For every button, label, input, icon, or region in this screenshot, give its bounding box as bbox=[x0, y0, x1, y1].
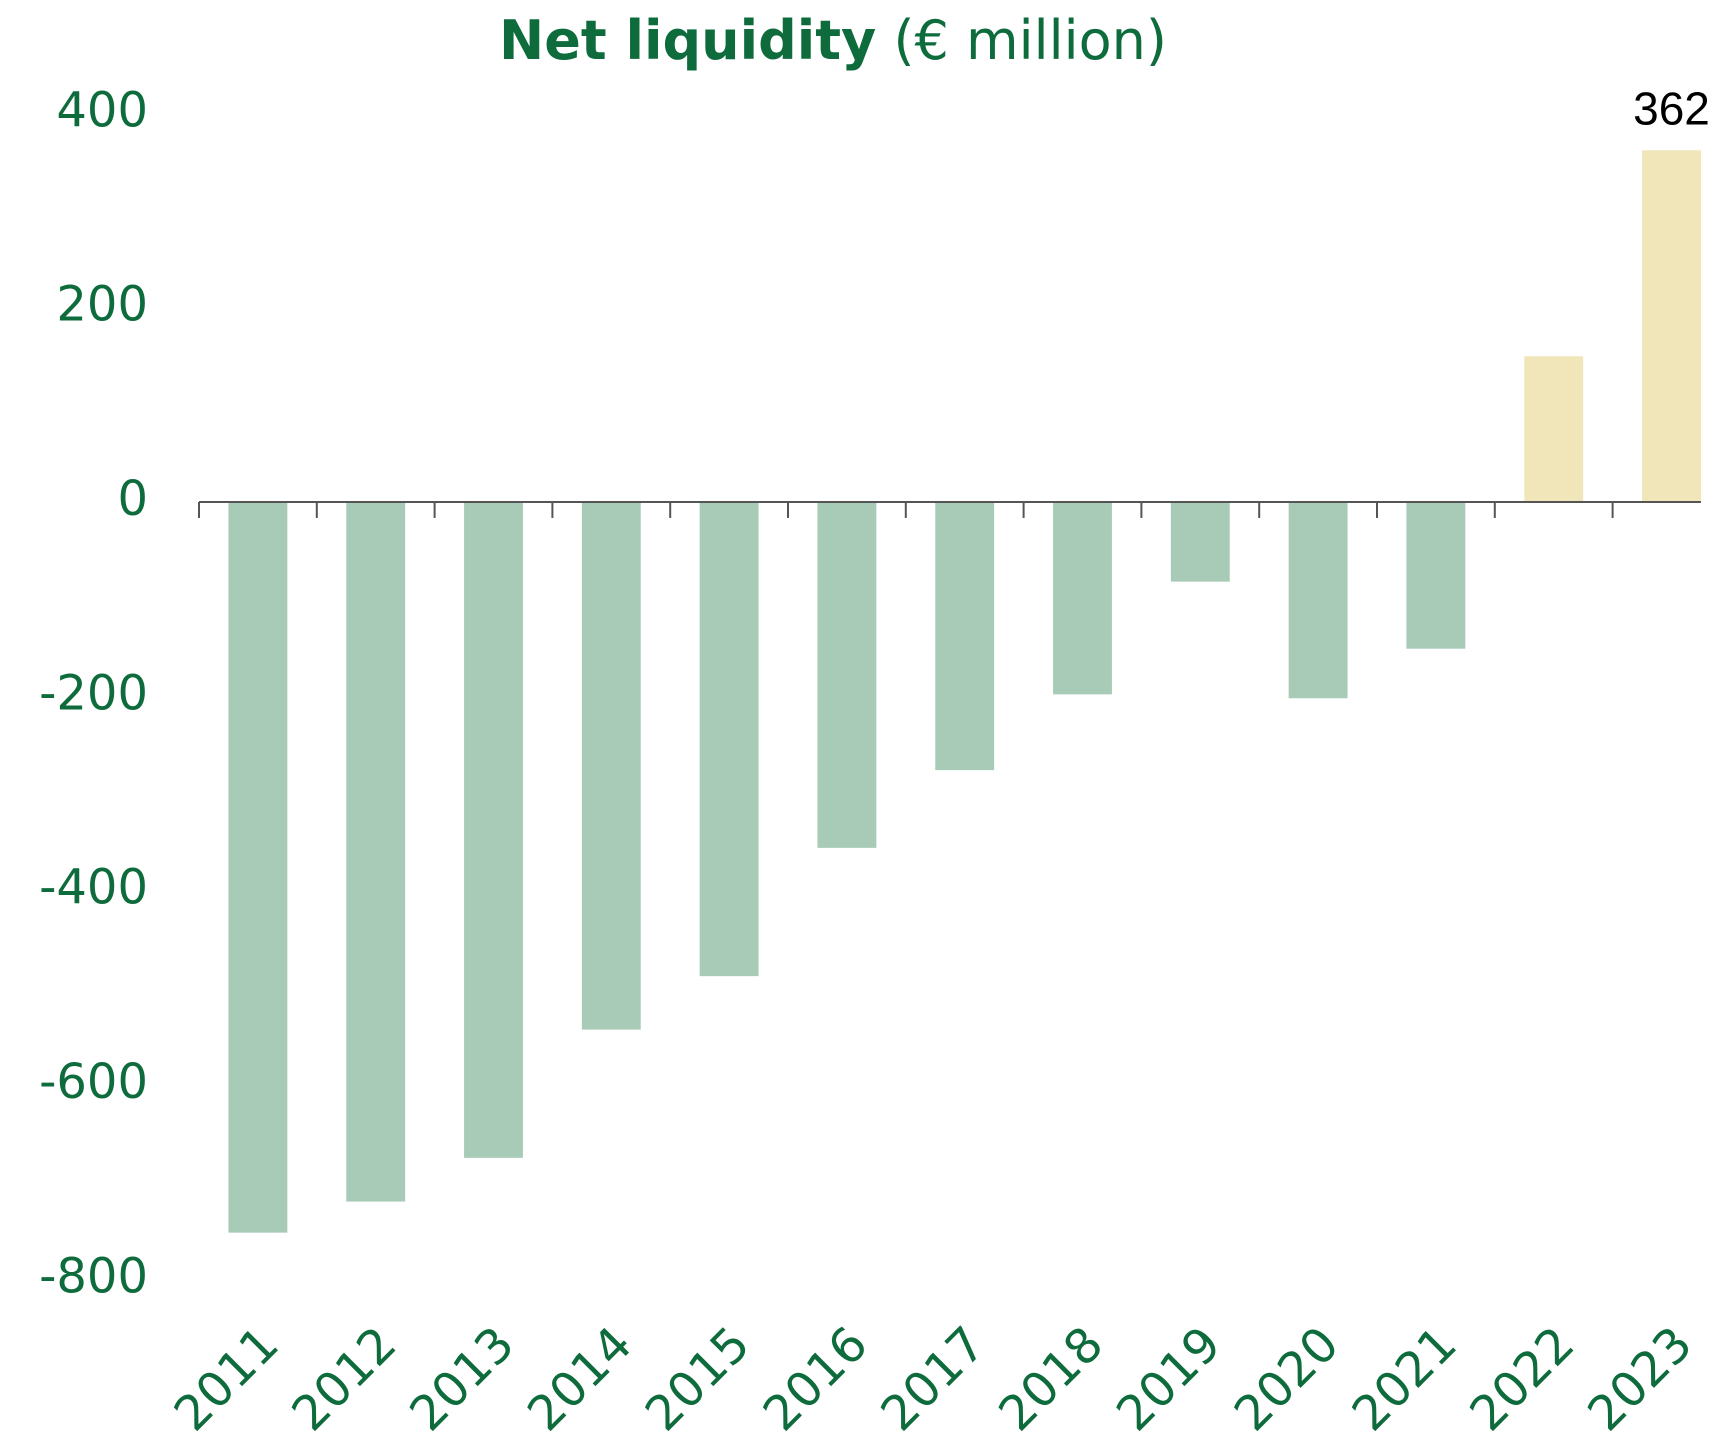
x-tick-label: 2014 bbox=[517, 1316, 643, 1442]
x-tick-label: 2015 bbox=[635, 1316, 761, 1442]
y-tick-label: -800 bbox=[39, 1248, 148, 1304]
bar bbox=[1170, 501, 1230, 582]
bar bbox=[817, 501, 877, 848]
y-tick-label: 400 bbox=[56, 82, 148, 138]
x-tick-label: 2021 bbox=[1342, 1316, 1468, 1442]
bar bbox=[1642, 150, 1701, 502]
x-tick-label: 2022 bbox=[1459, 1316, 1585, 1442]
chart-title: Net liquidity bbox=[499, 9, 876, 72]
x-tick-label: 2023 bbox=[1577, 1316, 1703, 1442]
x-tick-label: 2011 bbox=[164, 1316, 290, 1442]
x-tick-label: 2019 bbox=[1106, 1316, 1232, 1442]
bar bbox=[228, 501, 288, 1233]
y-tick-label: 200 bbox=[56, 277, 148, 333]
bar bbox=[1524, 356, 1584, 502]
y-tick-label: -200 bbox=[39, 665, 148, 721]
bar bbox=[1053, 501, 1112, 695]
bar bbox=[1288, 501, 1348, 699]
x-tick-label: 2020 bbox=[1224, 1316, 1350, 1442]
value-label: 362 bbox=[1633, 82, 1710, 134]
x-tick-label: 2016 bbox=[753, 1316, 879, 1442]
chart-title-unit: (€ million) bbox=[893, 9, 1167, 72]
bar bbox=[581, 501, 641, 1030]
x-tick-label: 2017 bbox=[870, 1316, 996, 1442]
x-tick-label: 2013 bbox=[399, 1316, 525, 1442]
y-tick-label: -600 bbox=[39, 1054, 148, 1110]
bar bbox=[699, 501, 759, 977]
x-tick-label: 2018 bbox=[988, 1316, 1114, 1442]
bar bbox=[935, 501, 995, 771]
y-tick-label: 0 bbox=[117, 471, 148, 527]
bar bbox=[346, 501, 406, 1202]
bar bbox=[464, 501, 523, 1158]
chart-title-wrap: Net liquidity (€ million) bbox=[499, 9, 1167, 72]
bar bbox=[1406, 501, 1466, 649]
y-tick-label: -400 bbox=[39, 860, 148, 916]
x-tick-label: 2012 bbox=[281, 1316, 407, 1442]
